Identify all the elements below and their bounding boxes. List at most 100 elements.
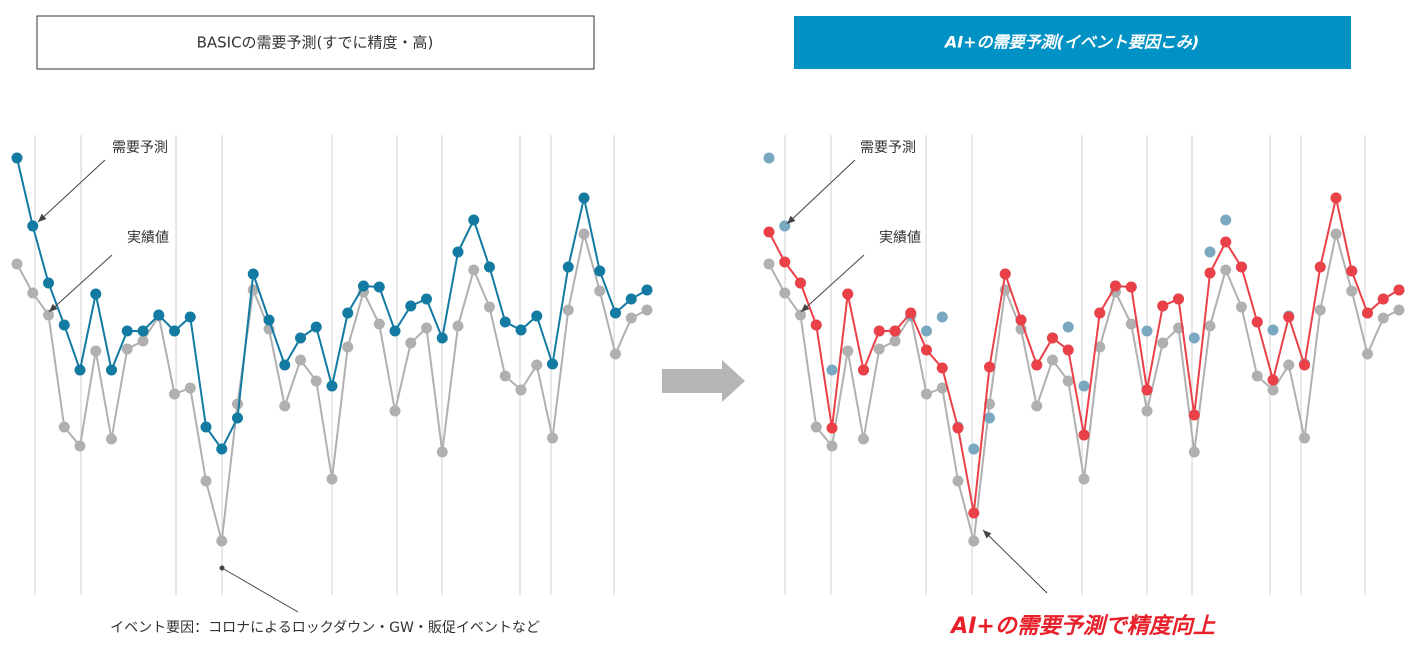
data-point bbox=[1204, 320, 1216, 332]
data-point bbox=[358, 280, 369, 292]
data-point bbox=[594, 285, 606, 297]
data-point bbox=[531, 310, 543, 322]
data-point bbox=[763, 226, 775, 238]
data-point bbox=[810, 421, 822, 433]
data-point bbox=[795, 309, 806, 321]
data-point bbox=[1330, 192, 1342, 204]
data-point bbox=[11, 152, 23, 164]
data-point bbox=[1047, 332, 1058, 344]
data-point bbox=[216, 535, 228, 547]
data-point bbox=[842, 288, 854, 300]
annotation-dot bbox=[219, 565, 225, 571]
data-point bbox=[921, 325, 932, 337]
data-point bbox=[169, 388, 180, 400]
data-point bbox=[921, 344, 932, 356]
data-point bbox=[968, 507, 980, 519]
data-point bbox=[1188, 446, 1200, 458]
data-point bbox=[1346, 285, 1358, 297]
data-point bbox=[1299, 432, 1310, 444]
annotation: 需要予測 bbox=[860, 140, 916, 156]
data-point bbox=[58, 319, 70, 331]
annotation-arrow bbox=[982, 529, 1048, 594]
data-point bbox=[1157, 300, 1169, 312]
annotation: 実績値 bbox=[879, 230, 921, 246]
data-point bbox=[1236, 301, 1247, 313]
data-point bbox=[1393, 304, 1405, 316]
data-point bbox=[1110, 280, 1121, 292]
data-point bbox=[279, 400, 291, 412]
data-point bbox=[968, 443, 980, 455]
data-point bbox=[74, 440, 86, 452]
data-point bbox=[1125, 281, 1137, 293]
data-point bbox=[90, 288, 102, 300]
data-point bbox=[436, 332, 448, 344]
data-point bbox=[1141, 325, 1153, 337]
data-point bbox=[295, 354, 306, 366]
data-point bbox=[153, 309, 165, 321]
data-point bbox=[232, 412, 243, 424]
data-point bbox=[1094, 307, 1106, 319]
data-point bbox=[484, 261, 495, 273]
data-point bbox=[763, 152, 775, 164]
data-point bbox=[169, 325, 180, 337]
data-point bbox=[547, 358, 558, 370]
data-point bbox=[342, 341, 354, 353]
data-point bbox=[858, 433, 869, 445]
data-point bbox=[1031, 400, 1043, 412]
data-point bbox=[1330, 228, 1342, 240]
data-point bbox=[515, 384, 527, 396]
data-point bbox=[984, 361, 995, 373]
data-point bbox=[184, 311, 196, 323]
chart-title: BASICの需要予測(すでに精度・高) bbox=[197, 34, 434, 52]
data-point bbox=[1078, 473, 1090, 485]
data-point bbox=[952, 475, 964, 487]
data-point bbox=[27, 220, 39, 232]
data-point bbox=[779, 256, 791, 268]
data-point bbox=[1377, 312, 1389, 324]
data-point bbox=[184, 382, 196, 394]
annotation: 需要予測 bbox=[112, 140, 168, 156]
data-point bbox=[610, 307, 621, 319]
data-point bbox=[1031, 359, 1043, 371]
data-point bbox=[641, 304, 653, 316]
data-point bbox=[137, 325, 149, 337]
data-point bbox=[1173, 293, 1184, 305]
data-point bbox=[216, 443, 228, 455]
data-point bbox=[578, 192, 590, 204]
annotation-arrow bbox=[48, 254, 113, 313]
data-point bbox=[889, 325, 901, 337]
data-point bbox=[905, 307, 917, 319]
data-point bbox=[594, 265, 606, 277]
data-point bbox=[121, 343, 133, 355]
arrow-head bbox=[787, 215, 796, 224]
data-point bbox=[90, 345, 102, 357]
data-point bbox=[421, 322, 432, 334]
data-point bbox=[468, 214, 480, 226]
data-point bbox=[999, 268, 1011, 280]
annotation-arrow bbox=[221, 567, 299, 613]
data-point bbox=[499, 316, 511, 328]
data-point bbox=[562, 304, 574, 316]
data-point bbox=[1220, 236, 1232, 248]
data-point bbox=[873, 325, 885, 337]
data-point bbox=[106, 364, 117, 376]
data-point bbox=[452, 320, 464, 332]
data-point bbox=[810, 319, 822, 331]
data-point bbox=[43, 309, 54, 321]
data-point bbox=[873, 343, 885, 355]
data-point bbox=[1299, 359, 1310, 371]
annotation: AI+の需要予測で精度向上 bbox=[949, 613, 1216, 639]
data-point bbox=[263, 314, 275, 326]
data-point bbox=[1220, 264, 1232, 276]
annotation: 実績値 bbox=[127, 230, 169, 246]
chart-title: AI+の需要予測(イベント要因こみ) bbox=[943, 33, 1199, 52]
data-point bbox=[484, 301, 495, 313]
data-point bbox=[826, 364, 838, 376]
data-point bbox=[11, 258, 23, 270]
data-point bbox=[1047, 354, 1058, 366]
title-box bbox=[36, 15, 595, 70]
data-point bbox=[547, 432, 558, 444]
data-point bbox=[1236, 261, 1247, 273]
annotation-arrow bbox=[37, 159, 106, 223]
